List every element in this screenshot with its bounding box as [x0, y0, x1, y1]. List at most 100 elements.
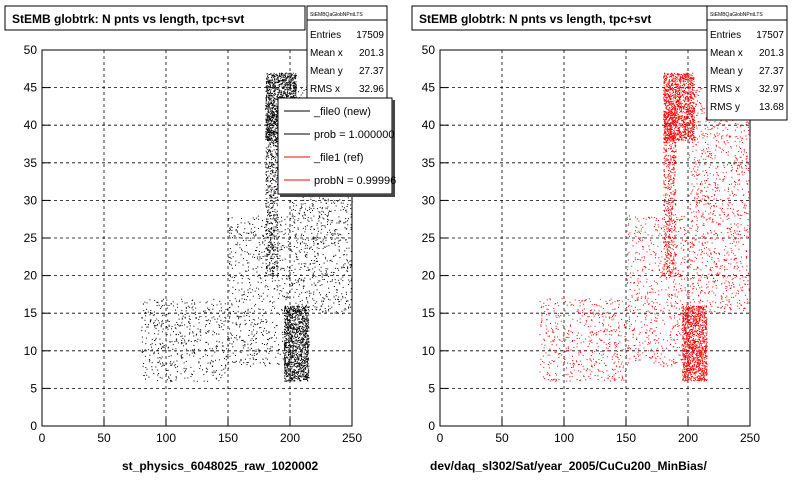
scatter-point: [255, 268, 257, 269]
scatter-point: [267, 154, 269, 156]
scatter-point: [273, 194, 275, 196]
scatter-point: [271, 337, 273, 339]
scatter-point: [302, 348, 304, 350]
scatter-point: [291, 357, 292, 359]
scatter-point: [273, 133, 275, 135]
scatter-point: [295, 356, 297, 358]
scatter-point: [269, 94, 271, 96]
scatter-point: [248, 262, 250, 264]
scatter-point: [329, 229, 331, 231]
scatter-point: [265, 166, 267, 168]
scatter-point: [297, 319, 299, 321]
scatter-point: [286, 342, 288, 343]
scatter-point: [276, 203, 278, 205]
scatter-point: [271, 280, 273, 282]
scatter-point: [301, 356, 303, 357]
scatter-point: [289, 371, 291, 373]
scatter-point: [293, 361, 295, 363]
scatter-point: [284, 219, 286, 221]
scatter-point: [274, 219, 276, 221]
scatter-point: [274, 79, 275, 81]
scatter-point: [285, 306, 286, 308]
scatter-point: [285, 332, 287, 334]
scatter-point: [246, 270, 248, 272]
scatter-point: [160, 324, 162, 326]
scatter-point: [306, 352, 308, 353]
scatter-point: [292, 347, 294, 349]
scatter-point: [300, 274, 302, 276]
scatter-point: [317, 260, 318, 262]
scatter-point: [302, 356, 304, 358]
scatter-point: [286, 318, 288, 320]
scatter-point: [265, 108, 267, 110]
scatter-point: [308, 344, 310, 345]
scatter-point: [337, 268, 339, 269]
scatter-point: [275, 219, 277, 221]
scatter-point: [292, 306, 294, 308]
scatter-point: [207, 331, 209, 333]
scatter-point: [294, 372, 296, 374]
scatter-point: [284, 325, 285, 327]
scatter-point: [306, 344, 308, 346]
scatter-point: [304, 239, 306, 241]
scatter-point: [283, 328, 285, 330]
scatter-point: [259, 295, 261, 297]
scatter-point: [293, 356, 295, 358]
scatter-point: [266, 200, 268, 202]
scatter-point: [307, 367, 309, 369]
scatter-point: [265, 102, 267, 104]
scatter-point: [300, 349, 302, 351]
scatter-point: [266, 248, 268, 250]
scatter-point: [269, 301, 271, 303]
scatter-point: [300, 310, 302, 312]
scatter-point: [270, 90, 272, 92]
scatter-point: [239, 247, 241, 249]
scatter-point: [266, 295, 268, 297]
scatter-point: [327, 206, 329, 208]
scatter-point: [273, 76, 275, 78]
scatter-point: [294, 93, 296, 95]
scatter-point: [298, 337, 299, 339]
scatter-point: [317, 252, 319, 254]
scatter-point: [273, 132, 275, 134]
scatter-point: [338, 240, 340, 242]
scatter-point: [267, 75, 269, 77]
scatter-point: [291, 250, 293, 252]
scatter-point: [308, 310, 310, 312]
scatter-point: [333, 201, 335, 203]
scatter-point: [148, 332, 150, 334]
scatter-point: [267, 249, 269, 251]
scatter-point: [236, 324, 238, 326]
scatter-point: [269, 150, 271, 152]
scatter-point: [280, 92, 282, 94]
scatter-point: [322, 300, 324, 302]
scatter-point: [228, 338, 230, 340]
scatter-point: [273, 217, 275, 219]
scatter-point: [283, 78, 285, 80]
scatter-point: [307, 371, 309, 373]
scatter-point: [174, 364, 176, 366]
scatter-point: [266, 253, 268, 255]
scatter-point: [307, 374, 309, 376]
scatter-point: [267, 170, 269, 172]
scatter-point: [271, 214, 273, 216]
scatter-point: [171, 328, 172, 330]
scatter-point: [297, 371, 299, 373]
scatter-point: [291, 339, 292, 341]
scatter-point: [300, 331, 301, 333]
scatter-point: [284, 328, 286, 330]
scatter-point: [216, 340, 218, 342]
scatter-point: [272, 138, 274, 140]
scatter-point: [302, 338, 304, 340]
scatter-point: [290, 370, 291, 372]
scatter-point: [304, 345, 306, 347]
scatter-point: [289, 72, 291, 74]
scatter-point: [228, 339, 230, 341]
scatter-point: [271, 269, 273, 271]
scatter-point: [306, 322, 308, 324]
scatter-point: [288, 319, 290, 321]
scatter-point: [297, 329, 299, 331]
scatter-point: [327, 281, 328, 283]
scatter-point: [300, 339, 302, 341]
scatter-point: [228, 290, 230, 292]
